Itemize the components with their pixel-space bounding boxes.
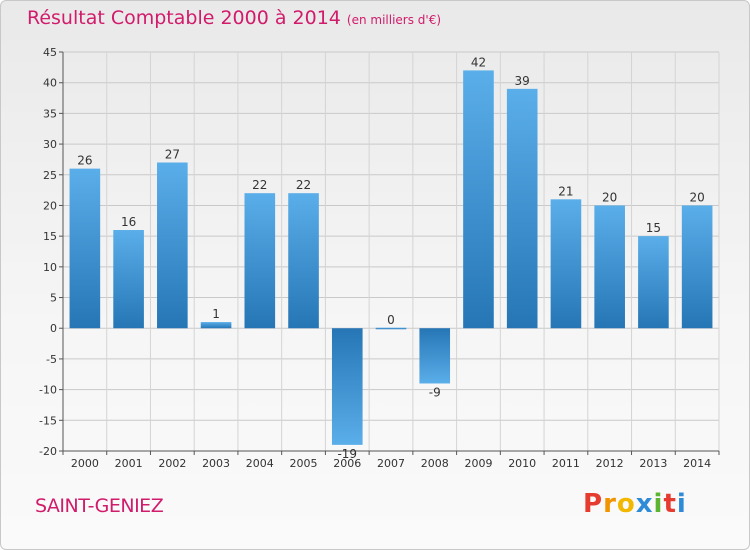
data-label-2006: -19	[337, 447, 357, 461]
bar-2008	[419, 328, 451, 384]
data-label-2000: 26	[77, 154, 92, 168]
y-tick-label: 0	[50, 322, 57, 335]
bar-2007	[375, 327, 407, 330]
chart-title-text: Résultat Comptable 2000 à 2014	[27, 7, 341, 29]
chart-title: Résultat Comptable 2000 à 2014 (en millie…	[27, 7, 441, 29]
data-label-2003: 1	[212, 307, 220, 321]
data-label-2005: 22	[296, 178, 311, 192]
bar-2009	[463, 70, 494, 329]
x-tick-label-2004: 2004	[246, 457, 274, 470]
y-tick-label: 10	[43, 261, 57, 274]
bar-2012	[594, 205, 625, 329]
y-tick-label: -20	[39, 445, 57, 458]
data-label-2001: 16	[121, 215, 136, 229]
data-label-2010: 39	[515, 74, 530, 88]
bar-2013	[638, 236, 669, 329]
x-tick-label-2010: 2010	[508, 457, 536, 470]
bar-2010	[506, 88, 538, 329]
y-tick-label: -15	[39, 414, 57, 427]
x-tick-label-2003: 2003	[202, 457, 230, 470]
y-tick-label: 30	[43, 138, 57, 151]
data-label-2002: 27	[165, 147, 180, 161]
x-tick-label-2005: 2005	[290, 457, 318, 470]
x-tick-label-2002: 2002	[158, 457, 186, 470]
y-tick-label: 5	[50, 292, 57, 305]
y-tick-label: -5	[46, 353, 57, 366]
y-tick-label: 25	[43, 169, 57, 182]
bar-2003	[200, 322, 232, 329]
y-tick-label: -10	[39, 384, 57, 397]
chart-unit: (en milliers d'€)	[346, 13, 442, 27]
town-name: SAINT-GENIEZ	[35, 495, 164, 517]
x-tick-label-2008: 2008	[421, 457, 449, 470]
data-label-2012: 20	[602, 190, 617, 204]
y-tick-label: 45	[43, 46, 57, 59]
bars	[69, 70, 713, 445]
bar-2005	[288, 193, 319, 329]
y-tick-label: 15	[43, 230, 57, 243]
data-label-2008: -9	[429, 385, 441, 399]
bar-2006	[331, 328, 363, 445]
x-tick-label-2000: 2000	[71, 457, 99, 470]
data-label-2013: 15	[646, 221, 661, 235]
bar-2011	[550, 199, 582, 329]
x-tick-label-2006: 2006	[333, 457, 361, 470]
y-tick-label: 35	[43, 107, 57, 120]
bar-2002	[157, 162, 188, 329]
x-tick-label-2009: 2009	[464, 457, 492, 470]
data-label-2007: 0	[387, 313, 395, 327]
x-tick-label-2007: 2007	[377, 457, 405, 470]
data-label-2011: 21	[558, 184, 573, 198]
x-tick-label-2001: 2001	[115, 457, 143, 470]
data-label-2004: 22	[252, 178, 267, 192]
bar-2001	[113, 230, 144, 329]
bar-2004	[244, 193, 276, 329]
bar-2014	[681, 205, 713, 329]
y-tick-label: 20	[43, 199, 57, 212]
y-tick-label: 40	[43, 77, 57, 90]
x-tick-label-2014: 2014	[683, 457, 711, 470]
proxiti-logo: Proxiti	[583, 489, 687, 519]
x-tick-label-2012: 2012	[596, 457, 624, 470]
data-label-2009: 42	[471, 55, 486, 69]
data-labels: 26 16 27 1 22 22 -19 0 -9 42 39 21 20 15 20	[77, 55, 705, 460]
x-tick-label-2011: 2011	[552, 457, 580, 470]
data-label-2014: 20	[689, 190, 704, 204]
x-tick-label-2013: 2013	[639, 457, 667, 470]
bar-2000	[69, 168, 101, 329]
